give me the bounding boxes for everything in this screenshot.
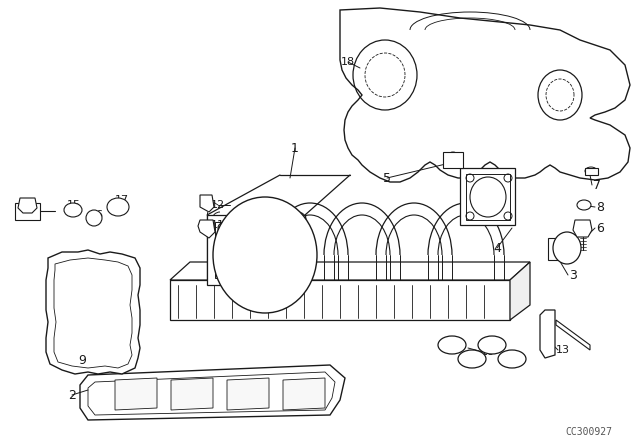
Ellipse shape [284, 279, 294, 289]
Polygon shape [115, 378, 157, 410]
Ellipse shape [284, 221, 294, 231]
Text: 10: 10 [481, 347, 495, 357]
Polygon shape [80, 365, 345, 420]
Ellipse shape [213, 197, 317, 313]
Polygon shape [18, 198, 37, 213]
Polygon shape [170, 280, 510, 320]
Ellipse shape [92, 216, 96, 220]
Ellipse shape [228, 269, 238, 279]
Polygon shape [207, 215, 305, 285]
Ellipse shape [563, 244, 571, 252]
Text: 7: 7 [593, 178, 601, 191]
Polygon shape [200, 195, 214, 212]
Text: 4: 4 [493, 241, 501, 254]
Polygon shape [540, 310, 555, 358]
Ellipse shape [255, 244, 275, 266]
Polygon shape [585, 168, 598, 175]
Text: 12: 12 [211, 200, 225, 210]
Polygon shape [227, 378, 269, 410]
Ellipse shape [438, 336, 466, 354]
Text: 18: 18 [341, 57, 355, 67]
Ellipse shape [577, 200, 591, 210]
Polygon shape [170, 262, 530, 280]
Ellipse shape [458, 350, 486, 368]
Polygon shape [510, 262, 530, 320]
Polygon shape [460, 168, 515, 225]
Ellipse shape [107, 198, 129, 216]
Polygon shape [340, 8, 630, 182]
Ellipse shape [470, 177, 506, 217]
Text: 16: 16 [90, 210, 104, 220]
Text: 1: 1 [291, 142, 299, 155]
Text: CC300927: CC300927 [565, 427, 612, 437]
Text: 6: 6 [596, 221, 604, 234]
Text: 11: 11 [211, 220, 225, 230]
Text: 5: 5 [383, 172, 391, 185]
Polygon shape [46, 250, 140, 374]
Polygon shape [171, 378, 213, 410]
Text: 14: 14 [23, 205, 37, 215]
Ellipse shape [115, 204, 121, 210]
Polygon shape [443, 152, 463, 168]
Polygon shape [573, 220, 592, 237]
Text: 9: 9 [78, 353, 86, 366]
Polygon shape [283, 378, 325, 410]
Text: 17: 17 [115, 195, 129, 205]
Ellipse shape [236, 221, 246, 231]
Ellipse shape [553, 232, 581, 264]
Polygon shape [548, 238, 560, 260]
Ellipse shape [86, 210, 102, 226]
Text: 13: 13 [556, 345, 570, 355]
Text: 3: 3 [569, 268, 577, 281]
Ellipse shape [478, 336, 506, 354]
Ellipse shape [498, 350, 526, 368]
Polygon shape [198, 220, 215, 238]
Text: 15: 15 [67, 200, 81, 210]
Text: 8: 8 [596, 201, 604, 214]
Polygon shape [15, 203, 40, 220]
Polygon shape [556, 320, 590, 350]
Text: 2: 2 [68, 388, 76, 401]
Ellipse shape [64, 203, 82, 217]
